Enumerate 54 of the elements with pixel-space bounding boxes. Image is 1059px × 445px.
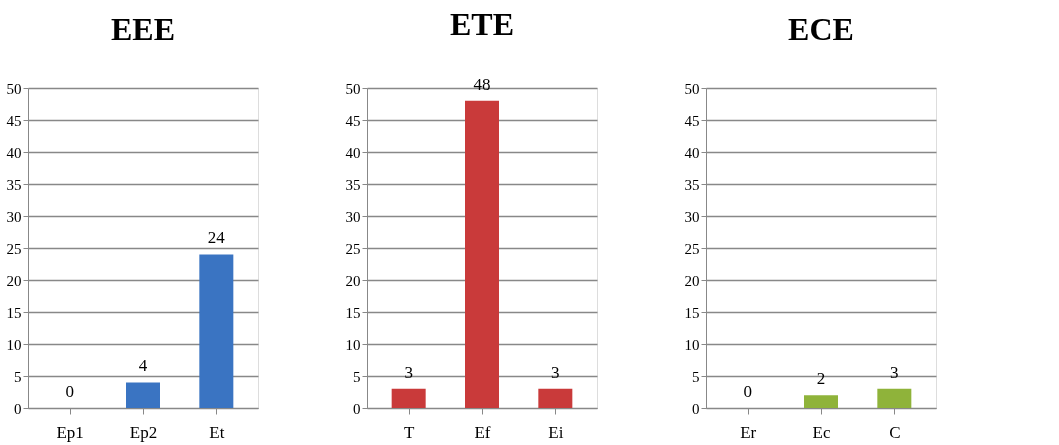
data-label: 3 <box>404 362 413 382</box>
data-label: 48 <box>473 74 491 94</box>
chart-title: EEE <box>110 11 176 47</box>
data-label: 3 <box>890 362 899 382</box>
y-tick-label: 20 <box>6 272 22 289</box>
x-tick-label: Ec <box>812 422 831 442</box>
data-label: 0 <box>65 382 74 401</box>
y-tick-label: 30 <box>6 208 22 225</box>
y-tick-label: 15 <box>684 304 700 321</box>
y-tick-label: 50 <box>684 80 700 97</box>
y-tick-label: 10 <box>684 336 700 353</box>
y-tick-label: 35 <box>684 176 700 193</box>
data-label: 3 <box>551 362 560 382</box>
y-tick-label: 25 <box>684 240 700 257</box>
data-label: 24 <box>207 228 226 248</box>
y-tick-label: 35 <box>345 176 361 193</box>
x-tick-label: Ei <box>548 422 564 442</box>
y-tick-label: 5 <box>692 368 700 385</box>
x-tick-label: Ep1 <box>56 422 84 442</box>
y-tick-label: 50 <box>345 80 361 97</box>
y-tick-label: 45 <box>684 112 700 129</box>
y-tick-label: 0 <box>14 400 22 417</box>
y-tick-label: 40 <box>345 144 361 161</box>
data-label: 2 <box>816 369 826 389</box>
y-tick-label: 5 <box>14 368 22 385</box>
y-tick-label: 40 <box>6 144 22 161</box>
x-tick-label: Ep2 <box>129 422 158 442</box>
chart-title: ECE <box>788 11 854 47</box>
y-tick-label: 15 <box>6 304 22 321</box>
y-tick-label: 30 <box>345 208 361 225</box>
y-tick-label: 0 <box>353 400 361 417</box>
y-tick-label: 5 <box>353 368 361 385</box>
y-tick-label: 40 <box>684 144 700 161</box>
x-tick-label: Et <box>209 422 225 442</box>
y-tick-label: 50 <box>6 80 22 97</box>
chart-title: ETE <box>449 5 515 42</box>
y-tick-label: 20 <box>345 272 361 289</box>
x-tick-label: Ef <box>474 422 491 442</box>
data-label: 4 <box>138 356 148 376</box>
y-tick-label: 35 <box>6 176 22 193</box>
y-tick-label: 20 <box>684 272 700 289</box>
x-tick-label: C <box>889 422 901 442</box>
x-tick-label: Er <box>740 422 757 442</box>
x-tick-label: T <box>403 422 415 442</box>
y-tick-label: 0 <box>692 400 700 417</box>
data-label: 0 <box>743 382 752 401</box>
y-tick-label: 25 <box>345 240 361 257</box>
y-tick-label: 25 <box>6 240 22 257</box>
y-tick-label: 10 <box>6 336 22 353</box>
y-tick-label: 30 <box>684 208 700 225</box>
y-tick-label: 45 <box>6 112 22 129</box>
y-tick-label: 15 <box>345 304 361 321</box>
y-tick-label: 45 <box>345 112 361 129</box>
y-tick-label: 10 <box>345 336 361 353</box>
